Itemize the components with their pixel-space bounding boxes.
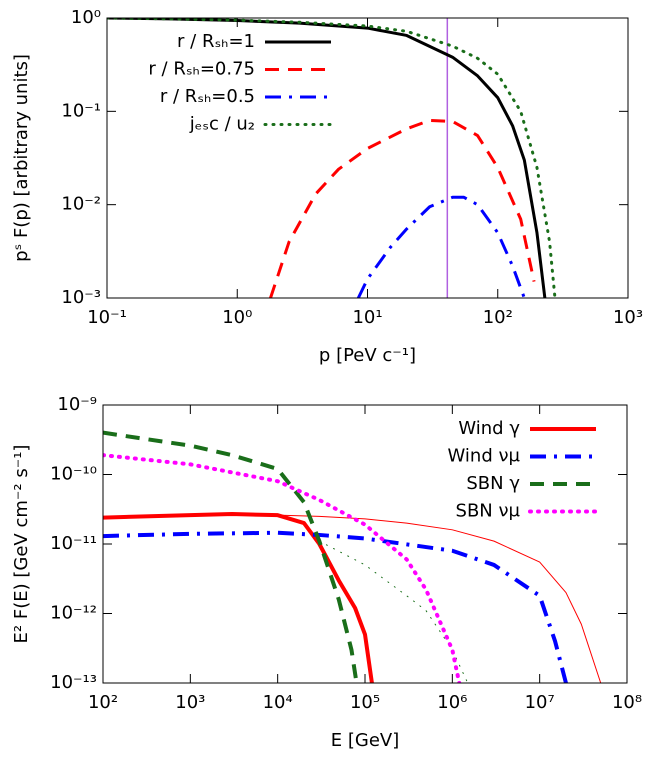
x-axis-label: E [GeV] xyxy=(331,730,399,751)
legend-label: r / Rₛₕ=0.75 xyxy=(148,59,255,80)
y-tick-label: 10⁻⁹ xyxy=(57,394,97,415)
x-tick-label: 10⁴ xyxy=(263,692,293,713)
series-line xyxy=(103,453,462,683)
x-axis-label: p [PeV c⁻¹] xyxy=(319,345,416,366)
series-line xyxy=(103,512,374,683)
x-tick-label: 10³ xyxy=(613,307,643,328)
y-tick-label: 10⁻¹⁰ xyxy=(50,464,97,485)
y-tick-label: 10⁻¹¹ xyxy=(50,533,97,554)
x-tick-label: 10⁵ xyxy=(350,692,380,713)
x-tick-label: 10⁸ xyxy=(612,692,642,713)
y-axis-label: E² F(E) [GeV cm⁻² s⁻¹] xyxy=(11,445,32,644)
series-line xyxy=(269,118,536,298)
series-line xyxy=(103,430,359,683)
y-tick-label: 10⁻¹² xyxy=(50,603,97,624)
legend-label: Wind νμ xyxy=(448,446,521,467)
legend-label: Wind γ xyxy=(458,418,520,439)
legend-label: r / Rₛₕ=0.5 xyxy=(160,86,255,107)
legend-label: SBN γ xyxy=(466,473,520,494)
y-tick-label: 10⁻¹³ xyxy=(50,672,97,693)
y-tick-label: 10⁰ xyxy=(71,7,101,28)
plot-area xyxy=(103,430,602,683)
series-line xyxy=(318,540,469,683)
x-tick-label: 10⁰ xyxy=(222,307,252,328)
x-tick-label: 10² xyxy=(483,307,513,328)
y-axis-label: pˢ F(p) [arbitrary units] xyxy=(11,54,32,262)
x-tick-label: 10³ xyxy=(175,692,205,713)
y-tick-label: 10⁻² xyxy=(61,194,101,215)
series-line xyxy=(103,530,568,683)
legend-label: r / Rₛₕ=1 xyxy=(177,31,255,52)
series-line xyxy=(277,514,602,683)
legend-label: SBN νμ xyxy=(456,501,521,522)
y-tick-label: 10⁻¹ xyxy=(61,100,101,121)
x-tick-label: 10⁻¹ xyxy=(87,307,127,328)
x-tick-label: 10⁷ xyxy=(525,692,555,713)
x-tick-label: 10⁶ xyxy=(437,692,467,713)
x-tick-label: 10¹ xyxy=(352,307,382,328)
x-tick-label: 10² xyxy=(88,692,118,713)
y-tick-label: 10⁻³ xyxy=(61,287,101,308)
legend-label: jₑₛc / u₂ xyxy=(189,114,255,135)
series-line xyxy=(356,195,526,298)
